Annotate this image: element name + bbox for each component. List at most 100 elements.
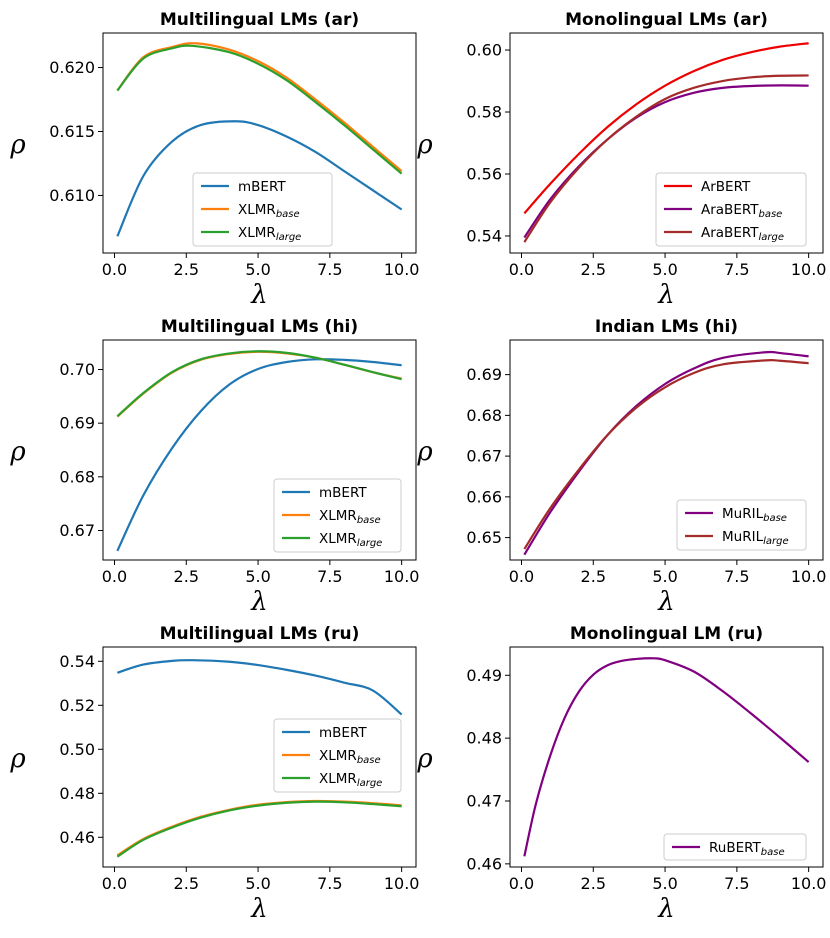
- x-tick-label: 7.5: [724, 567, 749, 586]
- legend-label: XLMRbase: [319, 508, 381, 526]
- x-tick-label: 7.5: [724, 260, 749, 279]
- x-tick-label: 10.0: [791, 874, 827, 893]
- y-tick-label: 0.69: [466, 365, 502, 384]
- series-line-2: [116, 800, 402, 858]
- y-tick-label: 0.65: [466, 528, 502, 547]
- series-line-0: [523, 42, 809, 215]
- legend-label: ArBERT: [701, 179, 751, 195]
- x-tick-label: 10.0: [384, 260, 420, 279]
- legend: mBERT XLMRbase XLMRlarge: [273, 478, 402, 553]
- y-tick-label: 0.46: [466, 854, 502, 873]
- x-tick-label: 2.5: [581, 260, 606, 279]
- legend-label: mBERT: [319, 485, 367, 501]
- chart-title: Multilingual LMs (ar): [160, 10, 359, 30]
- chart-title: Monolingual LM (ru): [570, 624, 763, 644]
- plot-frame: [102, 339, 417, 561]
- series-line-0: [523, 350, 809, 556]
- y-axis-label: ρ: [416, 744, 433, 774]
- y-tick-label: 0.68: [59, 467, 95, 486]
- chart-panel-2: Multilingual LMs (hi) 0.0 2.5 5.0 7.5 10.0 0.6…: [9, 317, 419, 617]
- plot-frame: [102, 646, 417, 868]
- x-tick-label: 10.0: [791, 567, 827, 586]
- legend: ArBERT AraBERTbase AraBERTlarge: [655, 172, 807, 247]
- legend-label: mBERT: [238, 179, 286, 195]
- x-tick-label: 7.5: [317, 260, 342, 279]
- y-tick-label: 0.610: [49, 186, 95, 205]
- x-tick-label: 7.5: [317, 874, 342, 893]
- legend-label: AraBERTbase: [701, 202, 782, 220]
- legend-box: [655, 172, 807, 247]
- x-axis-label: λ: [250, 587, 267, 617]
- x-axis-label: λ: [657, 587, 674, 617]
- y-tick-label: 0.54: [59, 652, 95, 671]
- y-tick-label: 0.50: [59, 740, 95, 759]
- x-tick-label: 2.5: [581, 874, 606, 893]
- x-axis-label: λ: [250, 894, 267, 924]
- legend-box: [273, 478, 402, 553]
- x-tick-label: 2.5: [174, 260, 199, 279]
- y-tick-label: 0.54: [466, 226, 502, 245]
- chart-panel-4: Multilingual LMs (ru) 0.0 2.5 5.0 7.5 10.0 0.4…: [9, 624, 419, 924]
- x-tick-label: 7.5: [724, 874, 749, 893]
- y-axis-label: ρ: [416, 130, 433, 160]
- legend-box: [663, 833, 807, 861]
- y-tick-label: 0.52: [59, 696, 95, 715]
- legend-label: RuBERTbase: [709, 840, 785, 858]
- legend-label: AraBERTlarge: [701, 225, 784, 243]
- x-tick-label: 5.0: [245, 874, 270, 893]
- chart-panel-1: Monolingual LMs (ar) 0.0 2.5 5.0 7.5 10.0 0.54…: [416, 10, 826, 310]
- series-line-0: [117, 659, 403, 716]
- y-tick-label: 0.67: [59, 521, 95, 540]
- series-line-2: [116, 44, 403, 175]
- series-line-0: [116, 358, 402, 552]
- x-tick-label: 0.0: [509, 567, 534, 586]
- x-tick-label: 10.0: [791, 260, 827, 279]
- chart-panel-0: Multilingual LMs (ar) 0.0 2.5 5.0 7.5 10.0 0.6…: [9, 10, 419, 310]
- y-tick-label: 0.620: [49, 58, 95, 77]
- chart-title: Multilingual LMs (hi): [161, 317, 358, 337]
- y-tick-label: 0.46: [59, 828, 95, 847]
- chart-title: Multilingual LMs (ru): [160, 624, 360, 644]
- series-line-2: [523, 74, 809, 243]
- x-tick-label: 10.0: [384, 567, 420, 586]
- plot-frame: [509, 646, 824, 868]
- plot-frame: [509, 32, 824, 254]
- series-line-2: [116, 350, 402, 418]
- legend-label: XLMRlarge: [319, 771, 382, 789]
- x-tick-label: 0.0: [509, 260, 534, 279]
- x-tick-label: 2.5: [581, 567, 606, 586]
- chart-title: Monolingual LMs (ar): [565, 10, 768, 30]
- legend: MuRILbase MuRILlarge: [676, 499, 807, 551]
- y-tick-label: 0.67: [466, 447, 502, 466]
- legend: RuBERTbase: [663, 833, 807, 861]
- series-line-0: [116, 120, 403, 237]
- legend-label: XLMRbase: [319, 748, 381, 766]
- y-tick-label: 0.56: [466, 164, 502, 183]
- y-tick-label: 0.70: [59, 360, 95, 379]
- series-line-1: [116, 799, 402, 857]
- y-tick-label: 0.48: [59, 784, 95, 803]
- x-tick-label: 5.0: [245, 567, 270, 586]
- y-axis-label: ρ: [9, 130, 26, 160]
- chart-panel-3: Indian LMs (hi) 0.0 2.5 5.0 7.5 10.0 0.65 0.66 0…: [416, 317, 826, 617]
- y-tick-label: 0.47: [466, 792, 502, 811]
- y-tick-label: 0.69: [59, 414, 95, 433]
- x-axis-label: λ: [657, 280, 674, 310]
- y-tick-label: 0.68: [466, 406, 502, 425]
- chart-title: Indian LMs (hi): [595, 317, 738, 337]
- y-tick-label: 0.49: [466, 666, 502, 685]
- y-tick-label: 0.60: [466, 41, 502, 60]
- legend-label: mBERT: [319, 725, 367, 741]
- chart-panel-5: Monolingual LM (ru) 0.0 2.5 5.0 7.5 10.0 0.46 0…: [416, 624, 826, 924]
- legend-label: XLMRlarge: [319, 531, 382, 549]
- y-tick-label: 0.615: [49, 122, 95, 141]
- x-axis-label: λ: [250, 280, 267, 310]
- x-tick-label: 5.0: [652, 874, 677, 893]
- x-tick-label: 0.0: [509, 874, 534, 893]
- y-tick-label: 0.66: [466, 487, 502, 506]
- x-tick-label: 5.0: [245, 260, 270, 279]
- legend-label: XLMRlarge: [238, 225, 301, 243]
- legend-label: MuRILlarge: [722, 529, 789, 547]
- legend: mBERT XLMRbase XLMRlarge: [192, 172, 333, 247]
- x-tick-label: 2.5: [174, 567, 199, 586]
